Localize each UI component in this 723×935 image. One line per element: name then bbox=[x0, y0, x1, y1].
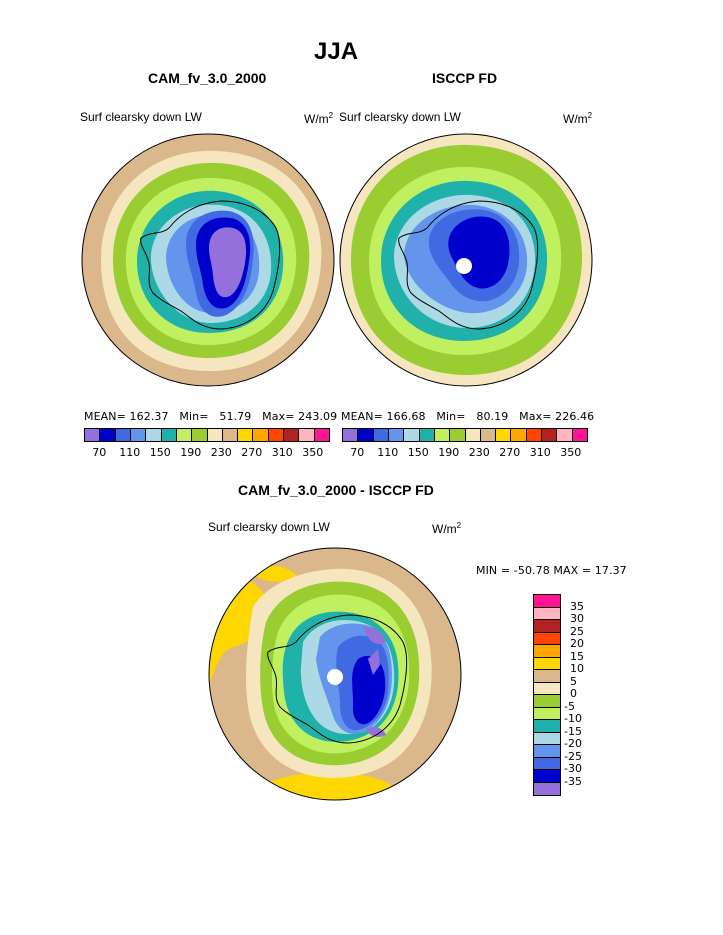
colorbar-tick-label: -5 bbox=[564, 699, 575, 713]
colorbar-swatch bbox=[222, 429, 239, 441]
colorbar-swatch bbox=[511, 429, 527, 441]
colorbar-swatch bbox=[253, 429, 269, 441]
colorbar-abs-right bbox=[342, 428, 588, 442]
panel-diff-units: W/m2 bbox=[432, 521, 462, 537]
colorbar-swatch bbox=[434, 429, 451, 441]
panel-model-variable: Surf clearsky down LW bbox=[80, 110, 202, 124]
colorbar-tick-label: 15 bbox=[570, 649, 584, 663]
colorbar-tick-label: 310 bbox=[529, 446, 551, 459]
colorbar-tick-label: 10 bbox=[570, 662, 584, 675]
colorbar-tick-label: 190 bbox=[438, 446, 460, 459]
colorbar-swatch bbox=[373, 429, 389, 441]
colorbar-swatch bbox=[526, 429, 543, 441]
colorbar-tick-label: -15 bbox=[564, 724, 582, 738]
colorbar-swatch bbox=[534, 732, 560, 745]
colorbar-swatch bbox=[176, 429, 193, 441]
panel-diff-map bbox=[208, 547, 462, 801]
colorbar-abs-left bbox=[84, 428, 330, 442]
panel-obs-title: ISCCP FD bbox=[432, 70, 498, 86]
colorbar-swatch bbox=[388, 429, 405, 441]
colorbar-swatch bbox=[542, 429, 558, 441]
colorbar-tick-label: 150 bbox=[407, 446, 429, 459]
panel-diff-title: CAM_fv_3.0_2000 - ISCCP FD bbox=[238, 482, 434, 498]
colorbar-swatch bbox=[238, 429, 254, 441]
colorbar-swatch bbox=[534, 695, 560, 708]
panel-obs-stats: MEAN= 166.68 Min= 80.19 Max= 226.46 bbox=[341, 410, 595, 423]
colorbar-tick-label: -10 bbox=[564, 712, 582, 725]
colorbar-swatch bbox=[534, 645, 560, 658]
colorbar-tick-label: 270 bbox=[241, 446, 263, 459]
colorbar-swatch bbox=[480, 429, 497, 441]
colorbar-swatch bbox=[130, 429, 147, 441]
colorbar-tick-label: 5 bbox=[570, 674, 577, 688]
colorbar-swatch bbox=[115, 429, 131, 441]
colorbar-tick-label: 270 bbox=[499, 446, 521, 459]
colorbar-tick-label: 70 bbox=[92, 446, 107, 459]
colorbar-tick-label: 25 bbox=[570, 624, 584, 638]
colorbar-swatch bbox=[343, 429, 359, 441]
panel-obs-map bbox=[339, 133, 593, 387]
colorbar-tick-label: 0 bbox=[570, 687, 577, 700]
panel-obs-units: W/m2 bbox=[563, 111, 593, 127]
colorbar-tick-label: 350 bbox=[302, 446, 324, 459]
colorbar-tick-label: 190 bbox=[180, 446, 202, 459]
colorbar-swatch bbox=[496, 429, 512, 441]
colorbar-swatch bbox=[207, 429, 223, 441]
colorbar-swatch bbox=[404, 429, 420, 441]
colorbar-swatch bbox=[358, 429, 374, 441]
colorbar-swatch bbox=[161, 429, 177, 441]
figure-title: JJA bbox=[314, 38, 359, 65]
colorbar-swatch bbox=[534, 757, 560, 770]
colorbar-swatch bbox=[192, 429, 208, 441]
colorbar-tick-label: 35 bbox=[570, 599, 584, 613]
colorbar-swatch bbox=[534, 607, 560, 620]
colorbar-swatch bbox=[465, 429, 481, 441]
colorbar-tick-label: 20 bbox=[570, 637, 584, 650]
colorbar-tick-label: -30 bbox=[564, 762, 582, 775]
colorbar-swatch bbox=[534, 720, 560, 733]
colorbar-swatch bbox=[534, 782, 560, 795]
colorbar-tick-label: 70 bbox=[350, 446, 365, 459]
colorbar-swatch bbox=[557, 429, 573, 441]
panel-diff-variable: Surf clearsky down LW bbox=[208, 520, 330, 534]
colorbar-swatch bbox=[100, 429, 116, 441]
colorbar-swatch bbox=[284, 429, 300, 441]
colorbar-tick-label: 230 bbox=[468, 446, 490, 459]
colorbar-swatch bbox=[534, 707, 560, 720]
colorbar-swatch bbox=[534, 682, 560, 695]
colorbar-swatch bbox=[534, 632, 560, 645]
colorbar-swatch bbox=[572, 429, 587, 441]
colorbar-swatch bbox=[534, 595, 560, 608]
colorbar-tick-label: 150 bbox=[149, 446, 171, 459]
panel-model-map bbox=[81, 133, 335, 387]
colorbar-swatch bbox=[268, 429, 285, 441]
colorbar-tick-label: 110 bbox=[119, 446, 141, 459]
colorbar-diff-ticks: 35 30 25 20 15 10 5 0 -5 -10 -15 -20 -25 -30 -35 bbox=[564, 594, 604, 804]
panel-model-units: W/m2 bbox=[304, 111, 334, 127]
colorbar-tick-label: -20 bbox=[564, 737, 582, 750]
panel-model-stats: MEAN= 162.37 Min= 51.79 Max= 243.09 bbox=[84, 410, 338, 423]
colorbar-swatch bbox=[534, 670, 560, 683]
colorbar-swatch bbox=[299, 429, 315, 441]
colorbar-swatch bbox=[146, 429, 162, 441]
colorbar-swatch bbox=[419, 429, 435, 441]
panel-obs-variable: Surf clearsky down LW bbox=[339, 110, 461, 124]
colorbar-swatch bbox=[534, 745, 560, 758]
colorbar-tick-label: -25 bbox=[564, 749, 582, 763]
colorbar-swatch bbox=[534, 770, 560, 783]
colorbar-tick-label: -35 bbox=[564, 774, 582, 788]
panel-diff-minmax: MIN = -50.78 MAX = 17.37 bbox=[476, 564, 627, 577]
colorbar-swatch bbox=[314, 429, 329, 441]
colorbar-tick-label: 350 bbox=[560, 446, 582, 459]
colorbar-swatch bbox=[450, 429, 466, 441]
colorbar-tick-label: 230 bbox=[210, 446, 232, 459]
colorbar-diff bbox=[533, 594, 561, 796]
colorbar-tick-label: 110 bbox=[377, 446, 399, 459]
colorbar-swatch bbox=[534, 657, 560, 670]
panel-model-title: CAM_fv_3.0_2000 bbox=[148, 70, 267, 86]
colorbar-tick-label: 310 bbox=[271, 446, 293, 459]
colorbar-swatch bbox=[85, 429, 101, 441]
colorbar-tick-label: 30 bbox=[570, 612, 584, 625]
colorbar-swatch bbox=[534, 620, 560, 633]
